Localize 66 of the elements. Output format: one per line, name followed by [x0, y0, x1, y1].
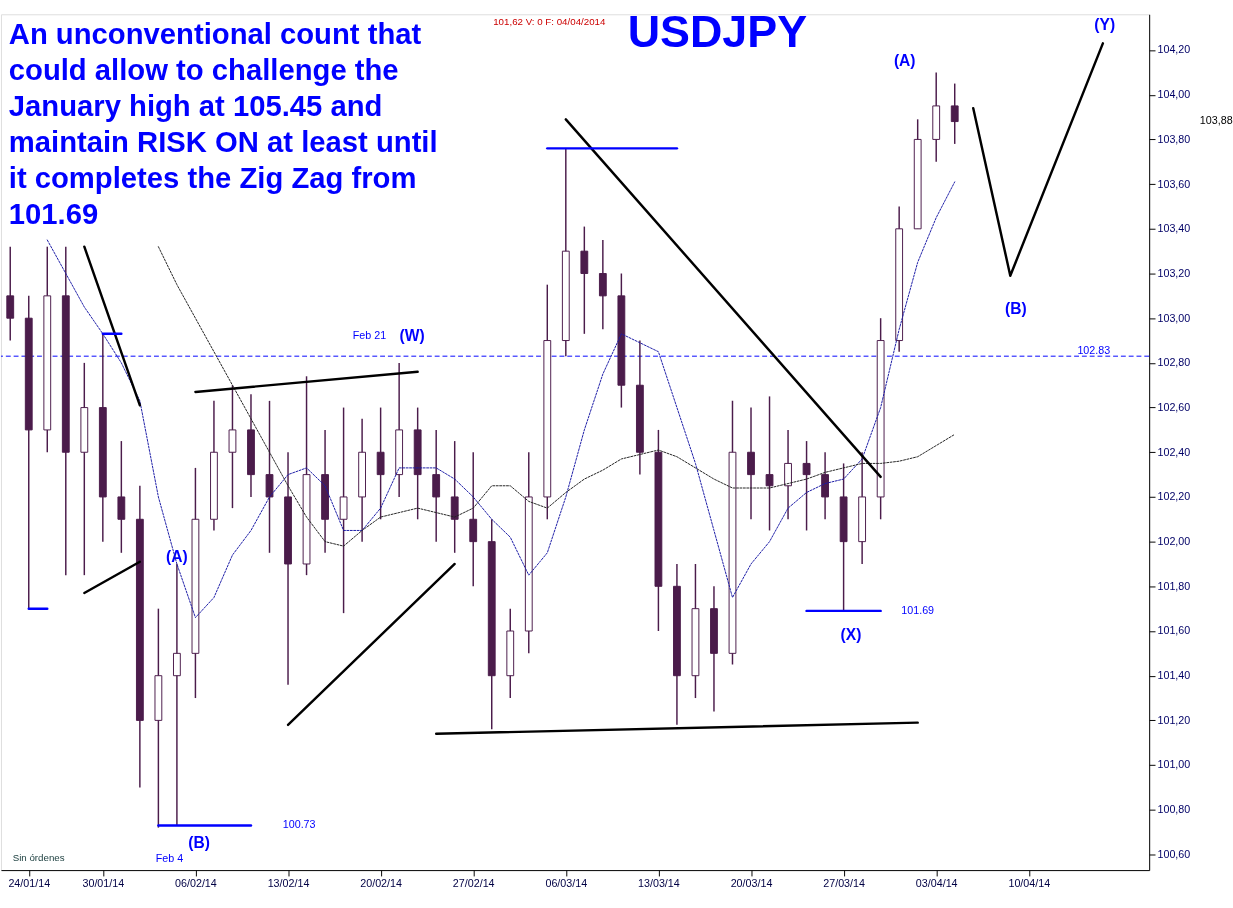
y-tick-label: 101,20 [1157, 713, 1191, 726]
candlestick [450, 440, 459, 554]
ref-line-label: 102.83 [1077, 344, 1111, 357]
y-tick-label: 103,40 [1157, 222, 1191, 235]
candlestick [821, 451, 829, 521]
annotation: (A) [166, 548, 188, 566]
y-tick-label: 104,00 [1157, 88, 1191, 101]
annotation: (W) [399, 326, 425, 344]
candlestick [598, 239, 607, 331]
y-tick-label: 101,00 [1157, 758, 1191, 771]
y-tick-label: 103,60 [1157, 177, 1191, 190]
candlestick [339, 406, 348, 614]
candlestick [469, 451, 478, 588]
annotation: Feb 21 [352, 328, 387, 341]
annotation: 101.69 [901, 603, 935, 616]
x-tick-label: 03/04/14 [915, 877, 958, 890]
y-tick-label: 102,40 [1157, 445, 1191, 458]
candlestick [747, 406, 755, 521]
annotation: (B) [188, 834, 210, 852]
x-tick-label: 10/04/14 [1008, 877, 1051, 890]
annotation: (X) [840, 626, 862, 644]
x-tick-label: 27/02/14 [452, 877, 495, 890]
y-tick-label: 102,00 [1157, 535, 1191, 548]
candlestick [580, 225, 589, 335]
x-tick-label: 06/03/14 [545, 877, 588, 890]
annotation: 100.73 [282, 818, 316, 831]
text: 103,88 [1199, 114, 1233, 127]
y-tick-label: 103,20 [1157, 266, 1191, 279]
annotation: (Y) [1094, 16, 1116, 34]
x-tick-label: 24/01/14 [8, 877, 51, 890]
y-tick-label: 101,60 [1157, 624, 1191, 637]
y-tick-label: 102,20 [1157, 490, 1191, 503]
line-series [157, 246, 956, 547]
chart-title: USDJPY [627, 6, 808, 58]
candlestick [376, 406, 385, 521]
x-tick-label: 13/02/14 [267, 877, 310, 890]
candlestick [265, 400, 274, 554]
x-tick-label: 27/03/14 [823, 877, 865, 890]
y-tick-label: 100,60 [1157, 847, 1191, 860]
candlestick [765, 395, 774, 532]
x-tick-label: 20/02/14 [360, 877, 402, 890]
candlestick [117, 440, 126, 554]
annotation: (A) [893, 52, 916, 70]
annotation: (B) [1005, 300, 1027, 318]
y-tick-label: 102,80 [1157, 356, 1191, 369]
y-tick-label: 101,80 [1157, 579, 1191, 592]
x-tick-label: 06/02/14 [175, 877, 217, 890]
candlestick [950, 82, 959, 145]
y-tick-label: 101,40 [1157, 669, 1191, 682]
candlestick [802, 440, 811, 532]
candlestick [432, 429, 441, 543]
annotation: 101,62 V: 0 F: 04/04/2014 [493, 16, 606, 28]
y-tick-label: 103,00 [1157, 311, 1191, 324]
y-tick-label: 104,20 [1157, 43, 1191, 56]
candlestick [6, 245, 15, 342]
x-tick-label: 30/01/14 [82, 877, 125, 890]
x-tick-label: 20/03/14 [730, 877, 773, 890]
annotation: An unconventional count that could allow to challenge the January high at 105.45 and maintain RISK ON at least until it completes the Zig Zag from 101.69 [8, 17, 438, 230]
annotation: Feb 4 [155, 851, 184, 864]
y-tick-label: 103,80 [1157, 132, 1191, 145]
candlestick [173, 563, 181, 827]
candlestick [784, 429, 792, 521]
y-tick-label: 100,80 [1157, 803, 1191, 816]
y-tick-label: 102,60 [1157, 400, 1191, 413]
annotation: Sin órdenes [12, 852, 65, 864]
x-tick-label: 13/03/14 [638, 877, 680, 890]
